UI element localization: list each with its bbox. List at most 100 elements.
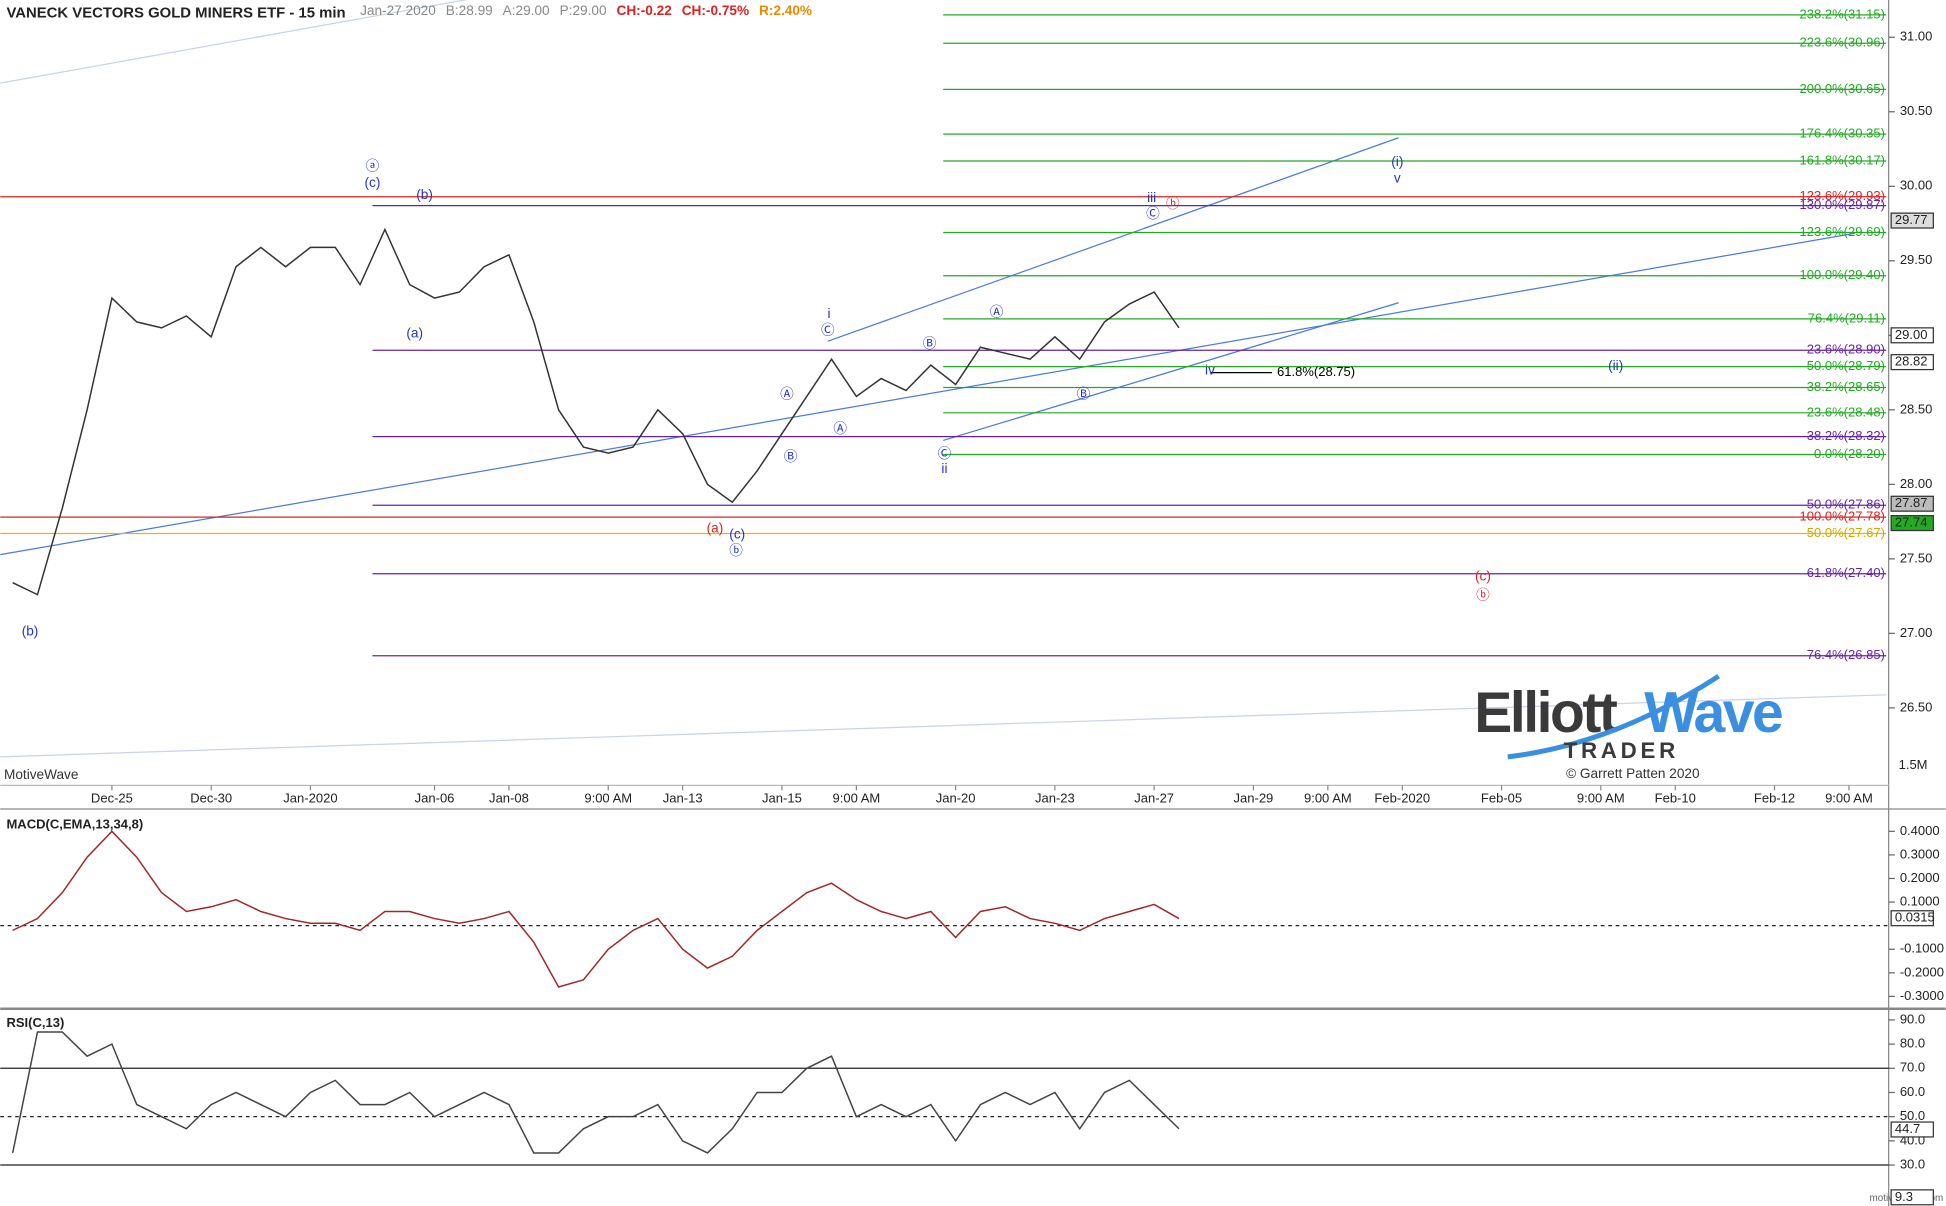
trend-line: [0, 0, 469, 84]
x-tick-label: Feb-2020: [1374, 790, 1430, 805]
price-badge: [1890, 212, 1934, 229]
price-badge: [1890, 1121, 1934, 1138]
wave-label: Ⓒ: [821, 322, 835, 337]
quote-field: A:29.00: [503, 3, 550, 18]
wave-label: (ii): [1608, 358, 1623, 373]
fib-level-label: 130.0%(29.87): [1800, 197, 1885, 212]
wave-label: Ⓑ: [923, 336, 937, 351]
fib-level-label: 50.0%(27.86): [1807, 497, 1885, 512]
trend-lines: [0, 0, 1887, 758]
price-badge-label: 29.00: [1895, 327, 1928, 342]
logo: Elliott Wave TRADER © Garrett Patten 202…: [1474, 674, 1784, 781]
trend-line: [943, 302, 1399, 442]
data-line: [12, 227, 1180, 596]
price-badge: [1890, 910, 1934, 927]
y-tick-label: -0.3000: [1900, 988, 1944, 1003]
wave-label: Ⓒ: [1146, 206, 1160, 221]
wave-label: ii: [941, 461, 947, 476]
x-tick-label: Dec-30: [190, 790, 232, 805]
fib-level-label: 0.0%(28.20): [1814, 446, 1885, 461]
wave-label: Ⓑ: [784, 449, 798, 464]
fib-level-label: 100.0%(29.40): [1800, 267, 1885, 282]
wave-label: Ⓒ: [938, 446, 952, 461]
wave-label: ⓑ: [1166, 196, 1180, 211]
wave-label: (c): [1475, 568, 1491, 583]
quote-field: CH:-0.22: [616, 3, 672, 18]
price-badge-label: 29.77: [1895, 212, 1928, 227]
x-tick-label: 9:00 AM: [1577, 790, 1625, 805]
fib-level-label: 23.6%(28.48): [1807, 404, 1885, 419]
pane-title: MACD(C,EMA,13,34,8): [6, 817, 143, 832]
trend-line: [0, 694, 1887, 758]
price-badge: [1890, 354, 1934, 371]
wave-label: Ⓐ: [780, 387, 794, 402]
wave-label: iii: [1147, 190, 1156, 205]
wave-label: (c): [729, 527, 745, 542]
trend-line: [0, 232, 1856, 556]
wave-label: (i): [1391, 154, 1403, 169]
price-badge-label: 27.74: [1895, 515, 1928, 530]
wave-label: Ⓐ: [833, 421, 847, 436]
wave-label: i: [828, 306, 831, 321]
y-tick-label: 0.4000: [1900, 823, 1940, 838]
quote-field: B:28.99: [446, 3, 493, 18]
fib-level-label: 200.0%(30.65): [1800, 81, 1885, 96]
fib-level-label: 50.0%(27.67): [1807, 525, 1885, 540]
watermark: MotiveWave: [4, 767, 78, 782]
price-badge: [1890, 1189, 1934, 1206]
y-tick-label: 0.1000: [1900, 894, 1940, 909]
y-tick-label: 28.00: [1900, 476, 1933, 491]
data-line: [12, 830, 1180, 988]
chart-title: VANECK VECTORS GOLD MINERS ETF - 15 min: [6, 6, 345, 22]
data-line: [11, 1031, 1180, 1154]
fib-level-label: 38.2%(28.32): [1807, 428, 1885, 443]
x-tick-label: 9:00 AM: [1304, 790, 1352, 805]
y-tick-label: 70.0: [1900, 1060, 1925, 1075]
wave-label: ⓑ: [1476, 588, 1490, 603]
credit: © Garrett Patten 2020: [1566, 766, 1700, 781]
x-tick-label: Jan-2020: [283, 790, 337, 805]
fib-level-label: 76.4%(29.11): [1808, 310, 1885, 325]
price-badge-label: 9.3: [1895, 1189, 1913, 1204]
y-tick-label: -0.1000: [1900, 941, 1944, 956]
price-badge-label: 28.82: [1895, 354, 1928, 369]
quote-field: P:29.00: [560, 3, 607, 18]
x-tick-label: Jan-08: [489, 790, 529, 805]
logo-word: Wave: [1644, 681, 1782, 745]
x-tick-label: Dec-25: [91, 790, 133, 805]
wave-label: iv: [1205, 363, 1215, 378]
logo-word: TRADER: [1564, 738, 1679, 763]
x-tick-label: Jan-23: [1035, 790, 1075, 805]
y-tick-label: 80.0: [1900, 1036, 1925, 1051]
x-tick-label: 9:00 AM: [584, 790, 632, 805]
wave-label: (a): [707, 521, 724, 536]
fib-level-label: 238.2%(31.15): [1800, 6, 1885, 21]
fib-level-label: 176.4%(30.35): [1800, 126, 1885, 141]
wave-label: ⓐ: [366, 159, 380, 174]
y-tick-label: 30.50: [1900, 103, 1933, 118]
y-tick-label: 0.2000: [1900, 870, 1940, 885]
y-tick-label: -0.2000: [1900, 964, 1944, 979]
y-tick-label: 0.3000: [1900, 846, 1940, 861]
price-badge-label: 27.87: [1895, 495, 1928, 510]
y-tick-label: 31.00: [1900, 29, 1933, 44]
price-badge-label: 44.7: [1895, 1121, 1920, 1136]
wave-label: Ⓐ: [990, 305, 1004, 320]
x-tick-label: Jan-20: [936, 790, 976, 805]
wave-label: v: [1394, 170, 1401, 185]
fib-level-label: 161.8%(30.17): [1800, 152, 1885, 167]
y-tick-label: 90.0: [1900, 1011, 1925, 1026]
fib-level-label: 61.8%(28.75): [1277, 364, 1355, 379]
y-tick-label: 60.0: [1900, 1084, 1925, 1099]
price-badge: [1890, 495, 1934, 512]
volume-label: 1.5M: [1899, 757, 1928, 772]
fib-level-label: 123.6%(29.93): [1800, 188, 1885, 203]
x-tick-label: Jan-13: [663, 790, 703, 805]
fib-level-label: 223.6%(30.96): [1800, 35, 1885, 50]
quote-field: CH:-0.75%: [682, 3, 749, 18]
fib-level-label: 61.8%(27.40): [1807, 565, 1885, 580]
y-tick-label: 30.00: [1900, 178, 1933, 193]
x-tick-label: Feb-12: [1754, 790, 1795, 805]
pane-title: RSI(C,13): [6, 1015, 64, 1030]
